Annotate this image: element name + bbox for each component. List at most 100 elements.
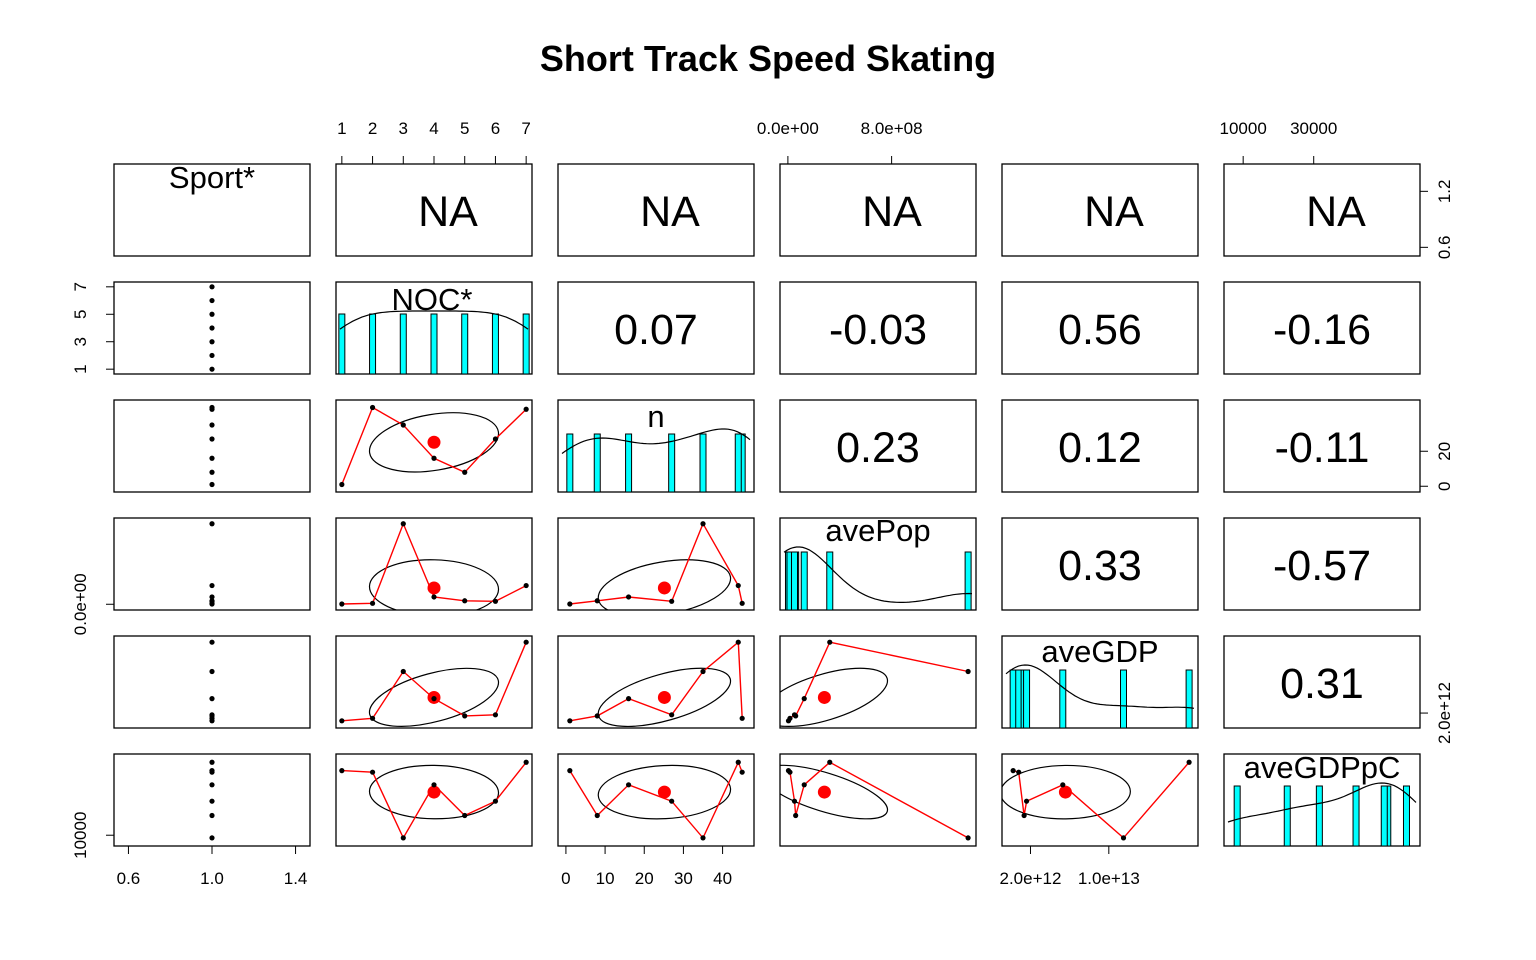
scatter-panel	[567, 759, 745, 841]
data-point	[209, 455, 215, 461]
data-point	[594, 713, 600, 719]
data-point	[965, 835, 971, 841]
smoother-line	[787, 641, 969, 722]
hist-bar	[593, 433, 601, 493]
data-point	[1120, 835, 1127, 841]
panel-box-r2-c1	[335, 399, 533, 493]
data-point	[700, 835, 706, 841]
hist-bar	[1120, 669, 1127, 729]
correlation-label: 0.31	[1280, 660, 1364, 708]
correlation-label: NA	[1306, 188, 1366, 236]
data-point	[735, 639, 741, 645]
data-point	[735, 582, 741, 589]
hist-bar	[1315, 785, 1323, 847]
data-point	[523, 582, 529, 589]
panel-box-r3-c1	[335, 517, 533, 611]
data-point	[625, 594, 632, 600]
data-point	[209, 352, 215, 359]
data-point	[209, 481, 215, 488]
data-point	[801, 696, 807, 702]
smoother-line	[1012, 761, 1190, 839]
data-point	[400, 668, 406, 675]
data-point	[209, 582, 215, 589]
data-point	[787, 715, 793, 721]
mean-point	[657, 690, 671, 704]
tick-label: 1.0	[200, 869, 224, 888]
data-point	[669, 798, 675, 804]
data-point	[209, 436, 215, 442]
data-point	[209, 668, 215, 675]
data-point	[1060, 782, 1066, 788]
data-point	[669, 712, 675, 718]
data-point	[801, 782, 807, 788]
panel-box-r1-c4	[1001, 281, 1199, 375]
density-curve	[339, 310, 529, 330]
hist-bar	[461, 313, 469, 375]
panel-box-r4-c4	[1001, 635, 1199, 729]
tick-label: 30	[674, 869, 693, 888]
data-point	[462, 713, 468, 719]
correlation-label: -0.57	[1273, 542, 1371, 590]
panel-box-r1-c0	[113, 281, 311, 375]
data-point	[209, 769, 215, 775]
data-point	[462, 812, 468, 819]
hist-bar	[1380, 785, 1388, 847]
scatter-panel	[1002, 759, 1192, 841]
tick-label: 1.0e+13	[1078, 869, 1140, 888]
data-point	[700, 668, 706, 675]
hist-bar	[399, 313, 407, 375]
data-point	[739, 769, 745, 775]
tick-label: 40	[713, 869, 732, 888]
correlation-label: 0.12	[1058, 424, 1142, 472]
panel-box-r1-c3	[779, 281, 977, 375]
hist-bar	[1233, 785, 1241, 847]
scatter-panel	[780, 639, 971, 728]
data-point	[739, 600, 745, 606]
scatter-panel	[780, 759, 971, 841]
mean-point	[427, 435, 441, 449]
tick-label: 5	[460, 119, 469, 138]
panel-box-r3-c4	[1001, 517, 1199, 611]
data-point	[462, 469, 468, 475]
mean-point	[817, 785, 831, 799]
data-point	[369, 600, 376, 606]
data-point	[209, 712, 215, 718]
data-point	[1010, 768, 1016, 774]
correlation-label: 0.23	[836, 424, 920, 472]
hist-bar	[1283, 785, 1291, 847]
correlation-label: 0.56	[1058, 306, 1142, 354]
hist-bar	[668, 433, 676, 493]
tick-label: 10000	[1220, 119, 1267, 138]
data-point	[523, 639, 529, 645]
hist-bar	[791, 551, 799, 611]
panel-box-r1-c5	[1223, 281, 1421, 375]
data-point	[492, 598, 499, 604]
correlation-label: -0.16	[1273, 306, 1371, 354]
density-curve	[1227, 782, 1417, 823]
panel-box-r2-c3	[779, 399, 977, 493]
correlation-ellipse	[368, 559, 500, 610]
hist-bar	[625, 433, 633, 493]
correlation-label: 0.07	[614, 306, 698, 354]
correlation-label: NA	[862, 188, 922, 236]
data-point	[787, 769, 793, 775]
tick-label: 0	[1435, 482, 1454, 491]
variable-name: aveGDPpC	[1244, 750, 1401, 785]
hist-bar	[800, 551, 808, 611]
data-point	[209, 469, 215, 475]
panel-box-r3-c5	[1223, 517, 1421, 611]
smoother-line	[569, 640, 743, 722]
hist-bar	[964, 551, 972, 611]
data-point	[209, 812, 215, 819]
data-point	[1016, 769, 1022, 775]
correlation-label: 0.33	[1058, 542, 1142, 590]
data-point	[1186, 759, 1192, 765]
data-point	[209, 759, 215, 765]
data-point	[369, 715, 376, 721]
data-point	[339, 601, 345, 607]
data-point	[1023, 798, 1030, 804]
mean-point	[657, 785, 671, 799]
panel-box-r4-c5	[1223, 635, 1421, 729]
tick-label: 6	[491, 119, 500, 138]
correlation-ellipse	[368, 764, 500, 820]
